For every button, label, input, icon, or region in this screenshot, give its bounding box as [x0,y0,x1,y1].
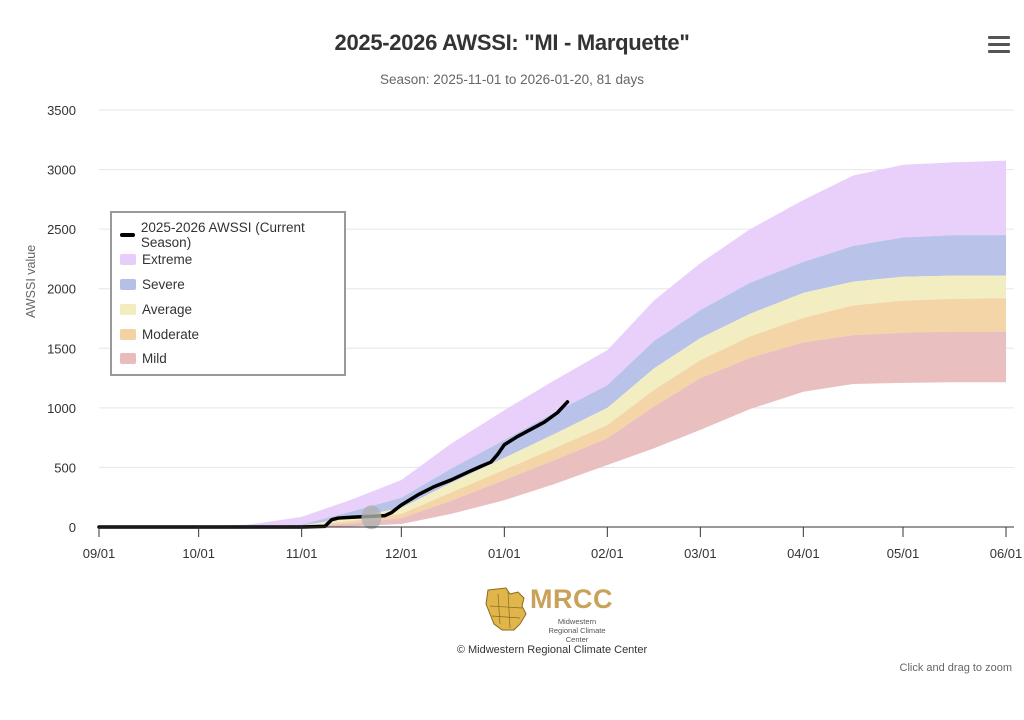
band-severe [99,235,1006,527]
y-tick-label: 1000 [47,401,76,416]
menu-bar [988,36,1010,39]
copyright-credit: © Midwestern Regional Climate Center [456,644,648,656]
legend-label: Severe [142,276,185,292]
band-mild [99,331,1006,527]
mrcc-logo: MRCC Midwestern Regional Climate Center [484,584,624,644]
y-axis-label: AWSSI value [24,244,38,318]
legend: 2025-2026 AWSSI (Current Season) Extreme… [110,211,346,376]
legend-label: Average [142,301,193,317]
legend-item-severe[interactable]: Severe [120,273,185,295]
band-moderate [99,298,1006,527]
x-tick-label: 03/01 [684,546,717,561]
x-tick-label: 09/01 [83,546,116,561]
hamburger-menu-icon[interactable] [988,36,1010,56]
legend-label: 2025-2026 AWSSI (Current Season) [140,220,305,250]
current-season-series [97,400,570,530]
menu-bar [988,50,1010,53]
logo-text: MRCC [530,584,613,614]
band-extreme [99,160,1006,527]
logo-subtext: Midwestern Regional Climate Center [548,617,606,644]
y-tick-label: 0 [69,520,76,535]
y-tick-label: 3500 [47,103,76,118]
legend-label: Mild [142,350,167,366]
x-tick-label: 10/01 [182,546,215,561]
x-tick-label: 06/01 [990,546,1023,561]
legend-label: Moderate [142,326,200,342]
legend-swatch-mild [120,352,136,364]
current-season-line [97,400,570,529]
legend-line-current [120,233,135,237]
x-tick-label: 12/01 [385,546,418,561]
x-tick-label: 05/01 [887,546,920,561]
legend-item-extreme[interactable]: Extreme [120,248,192,270]
chart-title: 2025-2026 AWSSI: "MI - Marquette" [334,30,690,55]
axes: 0 500 1000 1500 2000 2500 3000 3500 09/01 10/01 11… [47,103,1022,561]
y-tick-label: 2000 [47,282,76,297]
zoom-hint: Click and drag to zoom [899,662,1013,674]
chart-subtitle: Season: 2025-11-01 to 2026-01-20, 81 day… [380,72,644,87]
y-tick-label: 3000 [47,163,76,178]
x-tick-label: 04/01 [787,546,820,561]
legend-swatch-extreme [120,253,136,265]
menu-bar [988,43,1010,46]
legend-label: Extreme [142,251,193,267]
legend-item-mild[interactable]: Mild [120,347,167,369]
legend-item-average[interactable]: Average [120,298,192,320]
y-tick-label: 500 [54,460,76,475]
y-tick-label: 1500 [47,341,76,356]
legend-swatch-moderate [120,328,136,340]
y-tick-label: 2500 [47,222,76,237]
x-tick-label: 11/01 [286,546,318,561]
legend-swatch-average [120,303,136,315]
x-tick-label: 01/01 [488,546,521,561]
legend-swatch-severe [120,278,136,290]
percentile-bands [99,160,1006,527]
hover-marker [361,505,382,530]
x-tick-label: 02/01 [591,546,624,561]
legend-item-moderate[interactable]: Moderate [120,323,199,345]
midwest-map-icon [485,587,527,631]
legend-item-current[interactable]: 2025-2026 AWSSI (Current Season) [120,220,344,250]
